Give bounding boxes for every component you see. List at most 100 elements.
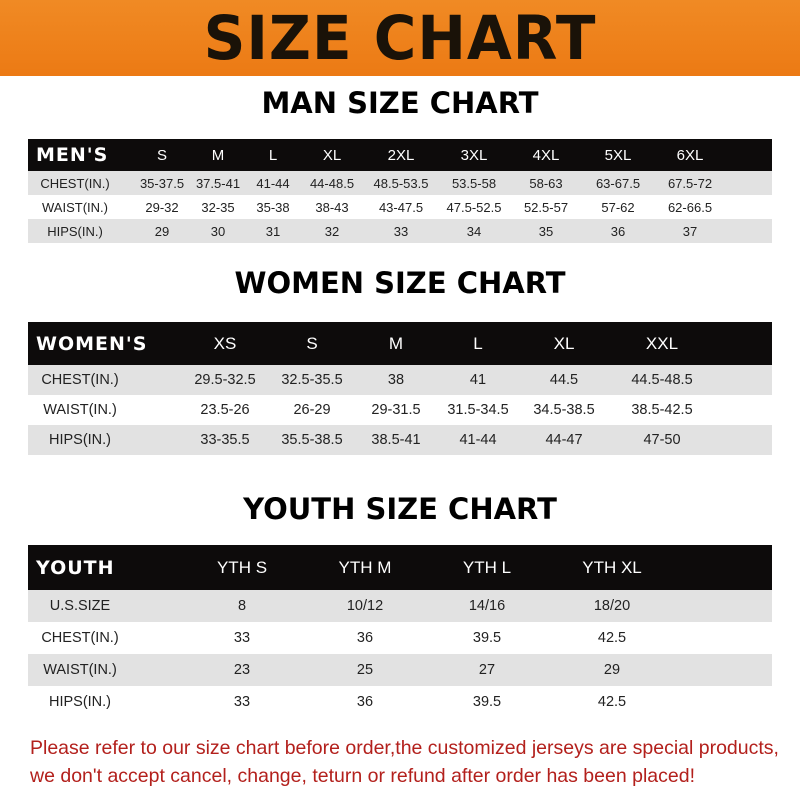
table-row: HIPS(IN.) 33 36 39.5 42.5 [28,686,772,718]
measurement-value: 33 [393,223,409,239]
measurement-value: 38-43 [315,199,349,215]
measurement-value: 57-62 [601,199,635,215]
women-header-label: WOMEN'S [36,332,148,355]
measurement-value: 14/16 [468,598,506,614]
measurement-value: 48.5-53.5 [373,175,429,191]
measurement-label: HIPS(IN.) [47,223,103,239]
measurement-value: 37 [682,223,698,239]
measurement-value: 31.5-34.5 [447,402,509,418]
measurement-value: 29.5-32.5 [194,372,256,388]
table-row: WAIST(IN.) 29-32 32-35 35-38 38-43 43-47.5 47.… [28,195,772,219]
table-row: CHEST(IN.) 29.5-32.5 32.5-35.5 38 41 44.5 44.5… [28,365,772,395]
table-row: WAIST(IN.) 23 25 27 29 [28,654,772,686]
measurement-label: WAIST(IN.) [43,402,117,418]
measurement-label: CHEST(IN.) [40,175,110,191]
measurement-value: 44-48.5 [309,175,355,191]
size-header: XL [553,333,575,353]
measurement-value: 38 [387,372,405,388]
size-header: YTH S [216,557,268,577]
measurement-value: 41 [469,372,487,388]
table-row: CHEST(IN.) 35-37.5 37.5-41 41-44 44-48.5 48.5… [28,171,772,195]
measurement-value: 47-50 [643,432,681,448]
men-chart-title: MAN SIZE CHART [261,86,539,120]
measurement-label: U.S.SIZE [49,598,111,614]
men-size-table: MEN'S S M L XL 2XL 3XL 4XL 5XL 6XL CHEST(IN.) 35-37… [28,139,772,243]
measurement-value: 52.5-57 [523,199,569,215]
measurement-label: HIPS(IN.) [48,432,112,448]
measurement-value: 10/12 [346,598,384,614]
measurement-value: 38.5-42.5 [631,402,693,418]
measurement-value: 39.5 [472,694,502,710]
size-header: XS [213,333,237,353]
measurement-label: WAIST(IN.) [42,199,108,215]
measurement-value: 43-47.5 [378,199,424,215]
men-header-label: MEN'S [36,144,109,166]
size-header: L [473,333,483,353]
size-header: 6XL [676,146,704,164]
measurement-value: 35-38 [256,199,290,215]
size-header: YTH XL [582,557,642,577]
measurement-value: 41-44 [256,175,290,191]
measurement-value: 23 [233,662,251,678]
measurement-value: 47.5-52.5 [446,199,502,215]
measurement-value: 36 [610,223,626,239]
policy-note-line-1: Please refer to our size chart before or… [30,737,779,759]
measurement-value: 25 [356,662,374,678]
table-row: HIPS(IN.) 29 30 31 32 33 34 35 36 37 [28,219,772,243]
measurement-value: 38.5-41 [371,432,421,448]
youth-header-row: YOUTH YTH S YTH M YTH L YTH XL [28,545,772,590]
measurement-value: 29 [603,662,621,678]
measurement-value: 29-31.5 [371,402,421,418]
women-chart-title: WOMEN SIZE CHART [234,266,566,300]
size-header: L [268,146,278,164]
women-header-row: WOMEN'S XS S M L XL XXL [28,322,772,365]
size-header: M [388,333,404,353]
size-header: M [211,146,225,164]
measurement-value: 58-63 [529,175,563,191]
measurement-value: 33 [233,694,251,710]
measurement-value: 63-67.5 [595,175,641,191]
measurement-value: 44-47 [545,432,583,448]
size-header: 3XL [460,146,488,164]
measurement-value: 32 [324,223,340,239]
measurement-label: HIPS(IN.) [48,694,112,710]
measurement-value: 44.5 [549,372,579,388]
measurement-value: 53.5-58 [451,175,497,191]
measurement-value: 34.5-38.5 [533,402,595,418]
measurement-value: 37.5-41 [195,175,241,191]
measurement-value: 32.5-35.5 [281,372,343,388]
table-row: CHEST(IN.) 33 36 39.5 42.5 [28,622,772,654]
main-title: SIZE CHART [203,2,597,74]
measurement-value: 39.5 [472,630,502,646]
measurement-value: 18/20 [593,598,631,614]
measurement-value: 8 [237,598,247,614]
size-header: XL [322,146,342,164]
size-header: YTH M [338,557,392,577]
table-row: HIPS(IN.) 33-35.5 35.5-38.5 38.5-41 41-44 44-… [28,425,772,455]
measurement-value: 44.5-48.5 [631,372,693,388]
banner: SIZE CHART [0,0,800,76]
women-size-table: WOMEN'S XS S M L XL XXL CHEST(IN.) 29.5-32.5 32.5… [28,322,772,455]
measurement-value: 67.5-72 [667,175,713,191]
measurement-label: CHEST(IN.) [41,630,119,646]
measurement-value: 36 [356,694,374,710]
size-header: S [306,333,318,353]
size-header: YTH L [462,557,512,577]
table-row: U.S.SIZE 8 10/12 14/16 18/20 [28,590,772,622]
measurement-value: 42.5 [597,694,627,710]
measurement-value: 30 [210,223,226,239]
measurement-label: CHEST(IN.) [41,372,119,388]
measurement-value: 29 [154,223,170,239]
measurement-value: 27 [478,662,496,678]
measurement-value: 33 [233,630,251,646]
table-row: WAIST(IN.) 23.5-26 26-29 29-31.5 31.5-34.5 34… [28,395,772,425]
measurement-value: 29-32 [145,199,179,215]
youth-size-table: YOUTH YTH S YTH M YTH L YTH XL U.S.SIZE 8 10/12… [28,545,772,718]
size-header: 4XL [532,146,560,164]
size-header: S [156,146,168,164]
size-header: 2XL [387,146,415,164]
men-header-row: MEN'S S M L XL 2XL 3XL 4XL 5XL 6XL [28,139,772,171]
measurement-value: 34 [466,223,482,239]
measurement-value: 35-37.5 [139,175,185,191]
policy-note-line-2: we don't accept cancel, change, teturn o… [30,765,695,787]
